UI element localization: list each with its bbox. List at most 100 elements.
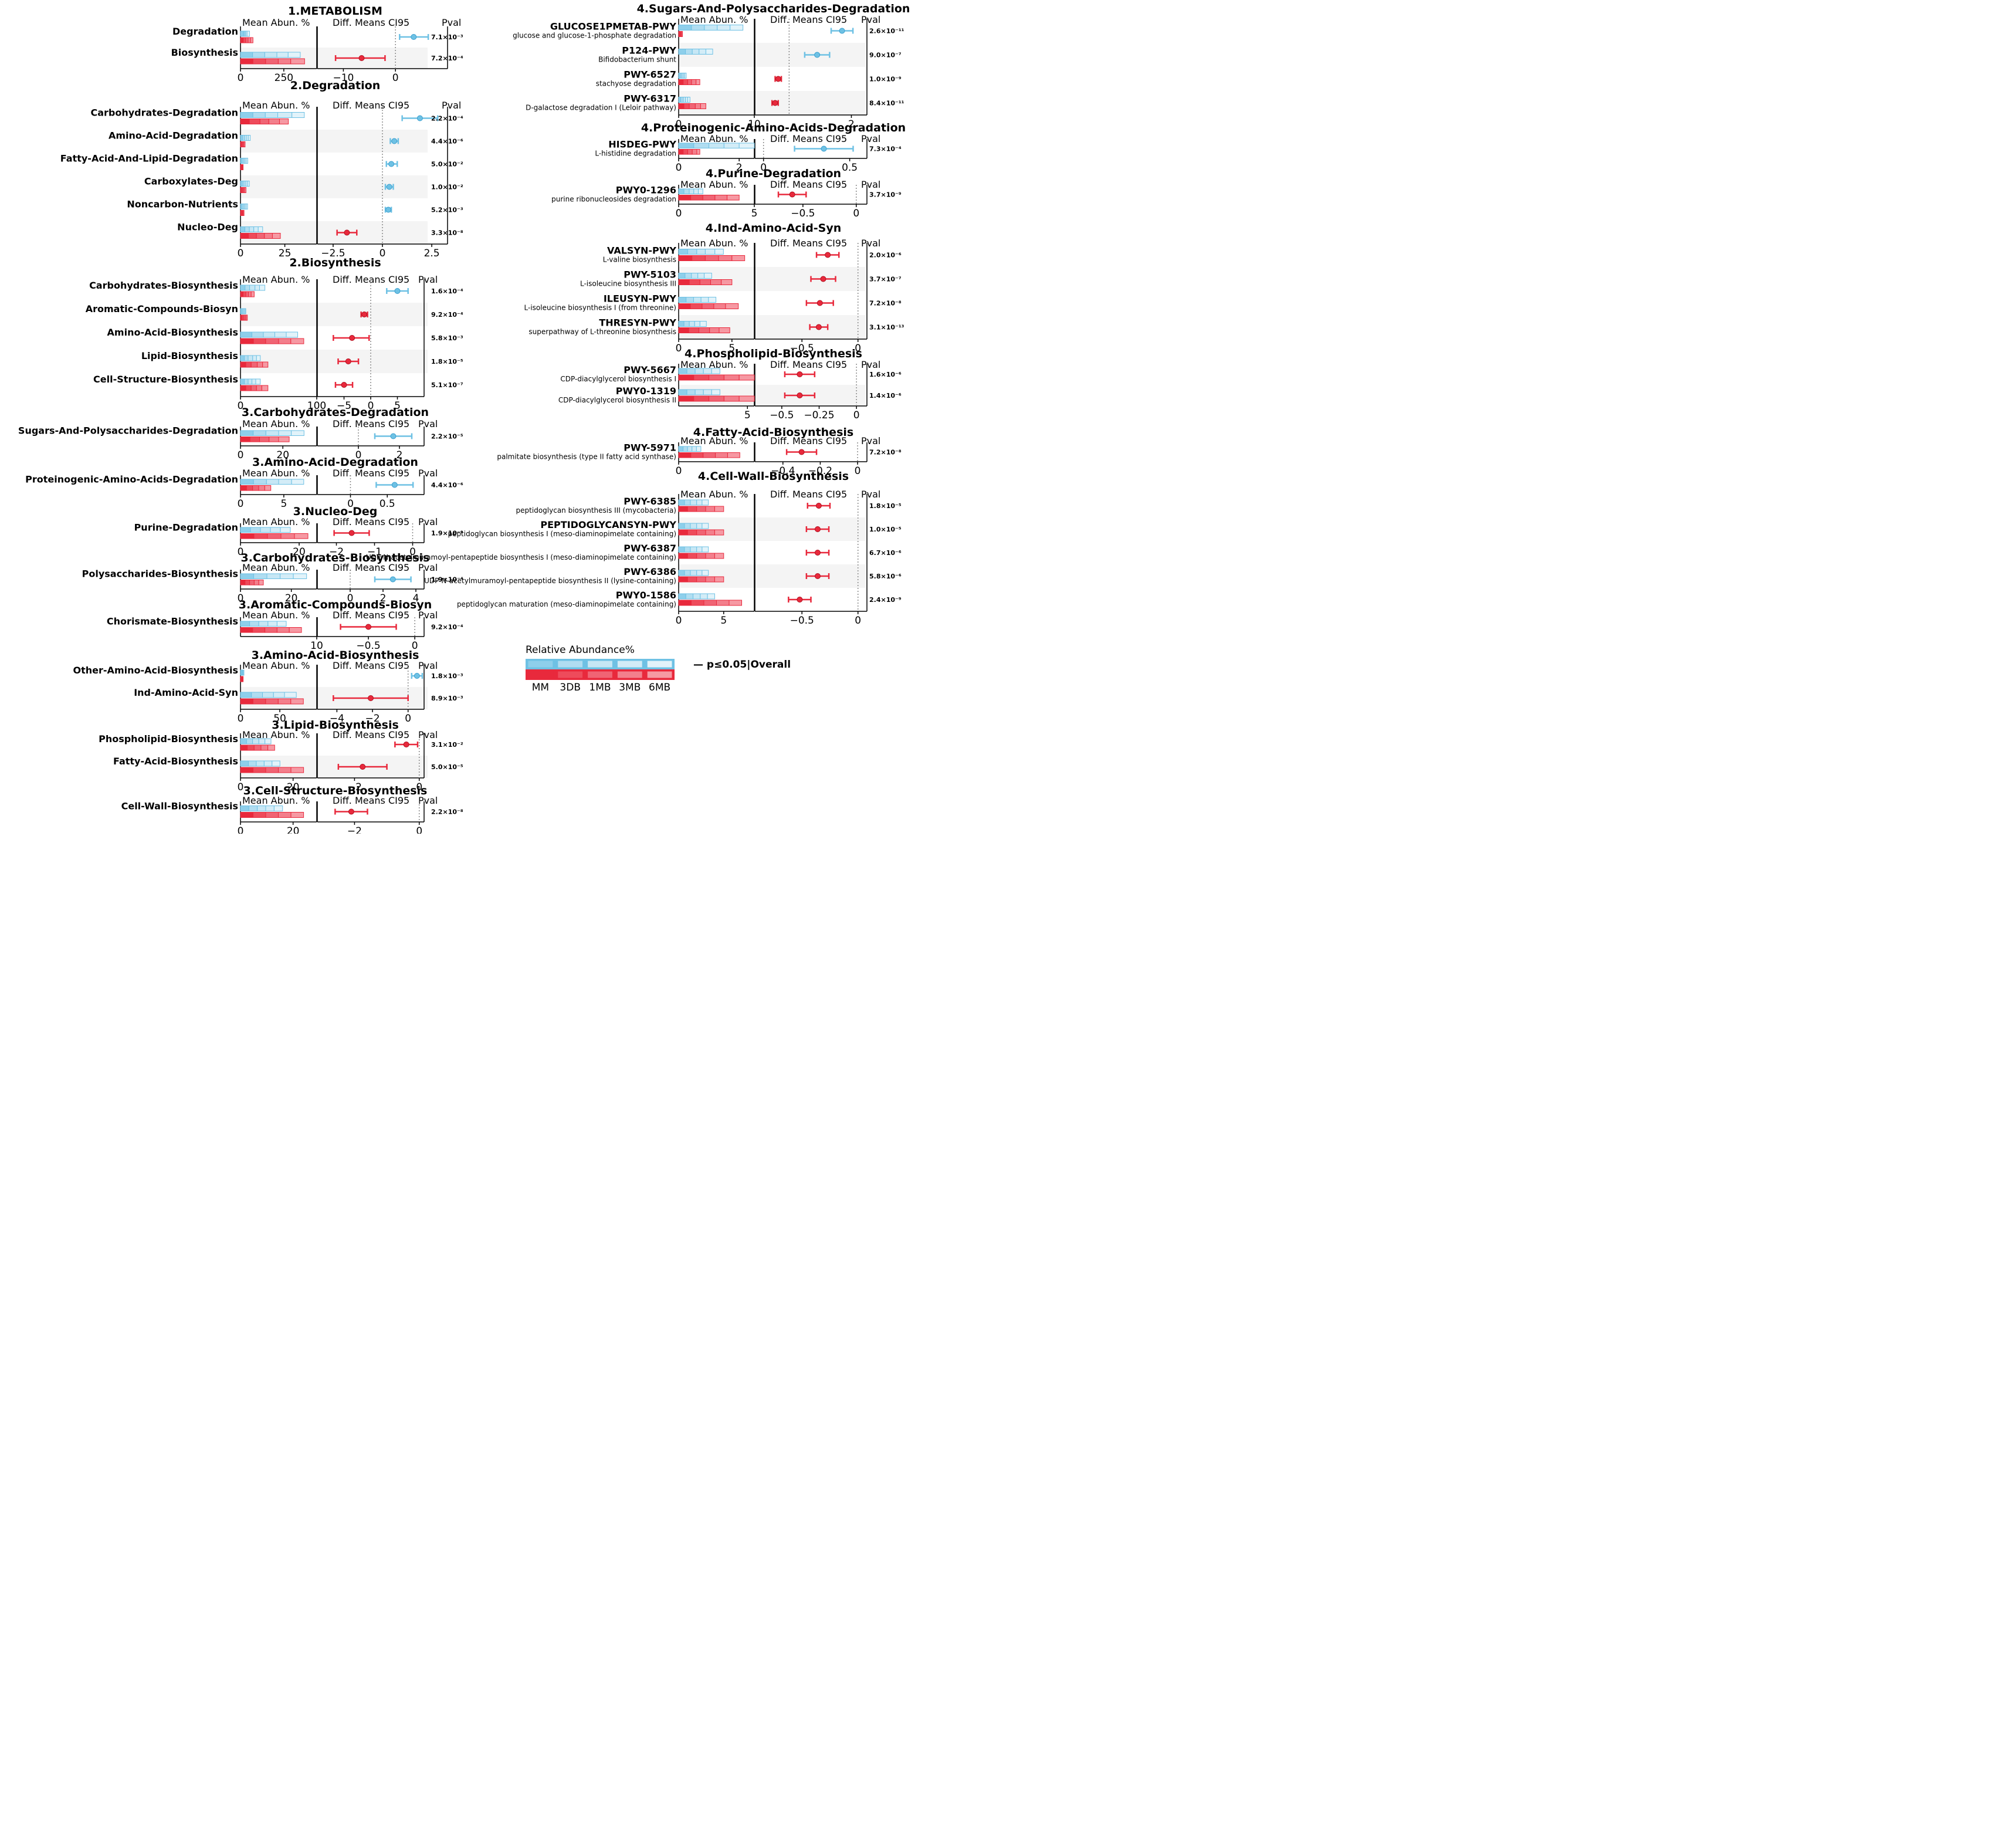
col-header-mean-abundance: Mean Abun. % bbox=[242, 418, 310, 429]
diff-tick-label: −1 bbox=[367, 546, 382, 558]
p-value: 9.0×10⁻⁷ bbox=[869, 52, 902, 59]
abundance-bar-red bbox=[687, 506, 697, 512]
abundance-bar-red bbox=[240, 580, 246, 585]
col-header-pval: Pval bbox=[861, 359, 880, 370]
diff-mean-point bbox=[816, 300, 823, 306]
abundance-bar-red bbox=[696, 576, 706, 583]
abundance-bar-blue bbox=[260, 527, 271, 533]
col-header-diff-means: Diff. Means CI95 bbox=[770, 238, 847, 249]
diff-tick-label: 0 bbox=[416, 781, 422, 793]
abundance-bar-red bbox=[240, 533, 255, 539]
row-label: PWY0-1586 bbox=[616, 590, 676, 601]
row-shade bbox=[679, 564, 866, 588]
col-header-mean-abundance: Mean Abun. % bbox=[680, 14, 748, 25]
abundance-bar-red bbox=[687, 79, 692, 85]
abundance-bar-red bbox=[702, 195, 716, 201]
col-header-mean-abundance: Mean Abun. % bbox=[242, 660, 310, 671]
row-label: Chorismate-Biosynthesis bbox=[107, 616, 238, 627]
diff-tick-label: 0 bbox=[855, 615, 861, 627]
abundance-bar-blue bbox=[694, 368, 704, 374]
diff-tick-label: −0.5 bbox=[770, 409, 794, 421]
abundance-bar-red bbox=[702, 303, 714, 309]
row-label: Other-Amino-Acid-Biosynthesis bbox=[73, 665, 238, 676]
row-label: P124-PWY bbox=[622, 45, 676, 56]
abundance-bar-blue bbox=[678, 446, 684, 452]
abundance-bar-blue bbox=[684, 499, 691, 506]
abundance-bar-red bbox=[265, 338, 279, 344]
abundance-bar-red bbox=[678, 600, 692, 606]
abundance-bar-blue bbox=[277, 112, 293, 118]
abundance-bar-blue bbox=[686, 297, 694, 303]
row-shade bbox=[240, 303, 428, 326]
abundance-bar-blue bbox=[252, 112, 266, 118]
abundance-tick-label: 0 bbox=[676, 119, 682, 130]
row-label: PWY-6317 bbox=[624, 93, 676, 104]
abundance-bar-blue bbox=[293, 573, 307, 579]
diff-mean-point bbox=[411, 34, 417, 40]
diff-tick-label: −4 bbox=[330, 713, 344, 725]
diff-mean-point bbox=[815, 324, 822, 330]
abundance-bar-red bbox=[265, 627, 277, 633]
row-label: Cell-Structure-Biosynthesis bbox=[93, 374, 238, 385]
abundance-bar-blue bbox=[255, 285, 260, 291]
col-header-pval: Pval bbox=[861, 179, 880, 190]
col-header-diff-means: Diff. Means CI95 bbox=[333, 516, 409, 527]
legend-blue-swatch bbox=[557, 660, 584, 668]
diff-mean-point bbox=[772, 100, 778, 106]
row-label: Carboxylates-Deg bbox=[144, 176, 238, 187]
p-value: 3.1×10⁻¹³ bbox=[869, 324, 904, 331]
abundance-bar-blue bbox=[678, 368, 687, 374]
panel: 4.Proteinogenic-Amino-Acids-DegradationM… bbox=[595, 121, 906, 174]
abundance-bar-red bbox=[267, 533, 282, 539]
abundance-bar-blue bbox=[249, 226, 255, 232]
abundance-bar-blue bbox=[678, 389, 687, 395]
abundance-bar-blue bbox=[266, 573, 281, 579]
abundance-bar-blue bbox=[264, 52, 277, 58]
diff-tick-label: 2.5 bbox=[424, 248, 440, 259]
row-sublabel: Bifidobacterium shunt bbox=[598, 56, 676, 64]
p-value: 3.1×10⁻² bbox=[431, 741, 463, 749]
abundance-bar-red bbox=[240, 119, 250, 124]
p-value: 5.0×10⁻⁵ bbox=[431, 763, 463, 771]
abundance-bar-blue bbox=[696, 499, 703, 506]
abundance-bar-blue bbox=[678, 546, 685, 553]
row-label: VALSYN-PWY bbox=[607, 245, 676, 256]
p-value: 1.4×10⁻⁶ bbox=[869, 392, 902, 400]
diff-mean-point bbox=[820, 276, 826, 282]
abundance-bar-red bbox=[703, 452, 716, 458]
legend-red-swatch bbox=[587, 671, 613, 679]
abundance-bar-blue bbox=[265, 430, 279, 436]
abundance-tick-label: 20 bbox=[293, 546, 306, 558]
abundance-tick-label: 25 bbox=[279, 248, 292, 259]
abundance-bar-blue bbox=[265, 112, 278, 118]
abundance-tick-label: 0 bbox=[238, 546, 244, 558]
diff-tick-label: 0 bbox=[853, 409, 860, 421]
p-value: 2.6×10⁻¹¹ bbox=[869, 28, 904, 35]
p-value: 1.0×10⁻² bbox=[431, 184, 463, 191]
row-shade bbox=[240, 221, 428, 244]
abundance-bar-red bbox=[710, 279, 722, 285]
row-sublabel: L-valine biosynthesis bbox=[603, 256, 676, 264]
row-sublabel: CDP-diacylglycerol biosynthesis II bbox=[558, 396, 676, 404]
abundance-tick-label: 0 bbox=[676, 208, 682, 219]
panel: 2.Degradation Mean Abun. % Diff. Means CI9… bbox=[60, 79, 463, 259]
p-value: 1.6×10⁻⁴ bbox=[431, 287, 463, 295]
row-shade bbox=[240, 756, 428, 778]
row-label: PWY-6385 bbox=[624, 496, 676, 507]
abundance-bar-red bbox=[729, 600, 742, 606]
abundance-bar-blue bbox=[709, 143, 724, 148]
abundance-bar-red bbox=[277, 698, 292, 705]
abundance-bar-red bbox=[245, 385, 252, 391]
abundance-bar-blue bbox=[678, 570, 685, 576]
abundance-bar-red bbox=[294, 533, 309, 539]
diff-mean-point bbox=[814, 573, 821, 579]
abundance-bar-red bbox=[703, 600, 717, 606]
abundance-bar-blue bbox=[703, 389, 712, 395]
abundance-bar-blue bbox=[243, 669, 245, 676]
col-header-pval: Pval bbox=[418, 562, 438, 573]
abundance-bar-red bbox=[738, 395, 755, 402]
